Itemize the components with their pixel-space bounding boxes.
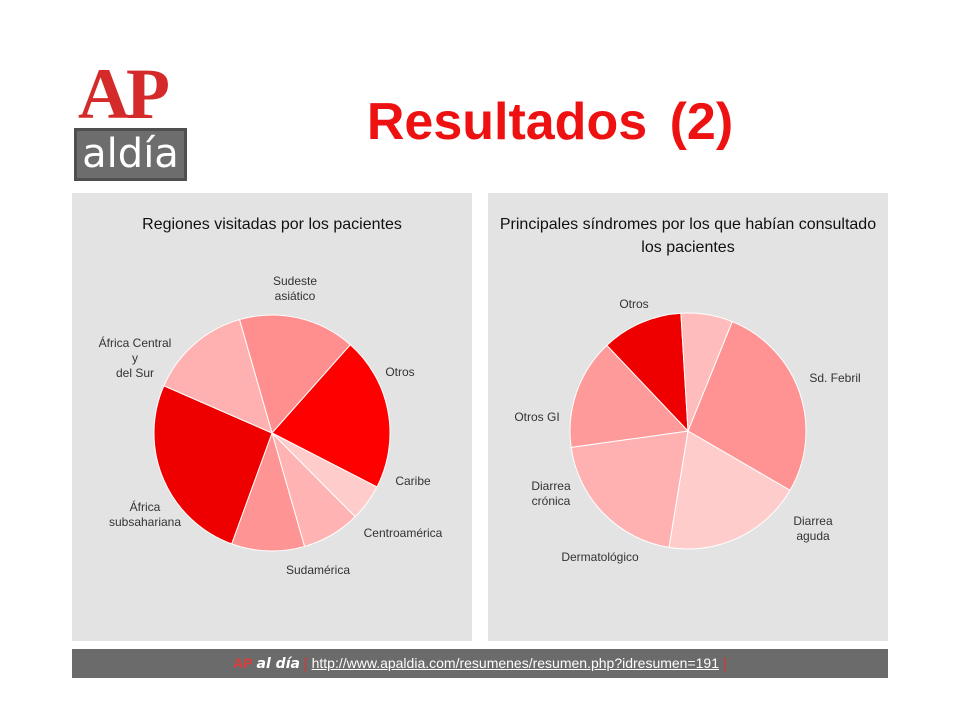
pie-label-diarrea-cronica: Diarrea crónica: [531, 479, 571, 508]
syndromes-pie-svg: [569, 312, 807, 550]
syndromes-chart-title-text: Principales síndromes por los que habían…: [499, 216, 877, 256]
footer-url-link[interactable]: http://www.apaldia.com/resumenes/resumen…: [311, 655, 720, 671]
page-title: Resultados (2): [366, 93, 734, 151]
pie-slice-africa-subsahariana: [153, 385, 273, 545]
footer-bracket-open: [: [303, 655, 308, 671]
pie-slice-sudamerica: [230, 431, 306, 552]
footer-bracket-close: ]: [722, 655, 727, 671]
pie-slice-sd-febril: [668, 430, 791, 550]
ap-al-dia-logo: AP aldía: [74, 58, 188, 182]
pie-label-africa-subsahariana: África subsahariana: [108, 500, 182, 529]
pie-slice-sudeste-asiatico: [238, 314, 352, 435]
regions-pie-svg: [153, 314, 391, 552]
pie-label-africa-central-sur: África Central y del Sur: [98, 336, 172, 380]
logo-ap-text: AP: [78, 54, 170, 134]
syndromes-chart-title: Principales síndromes por los que habían…: [488, 213, 888, 259]
regions-chart-panel: Regiones visitadas por los pacientes Sud…: [72, 193, 472, 641]
pie-label-caribe: Caribe: [395, 474, 431, 488]
pie-label-sd-febril: Sd. Febril: [809, 371, 861, 385]
logo-aldia-box: aldía: [74, 128, 187, 181]
pie-slice-africa-central-y-del-sur: [163, 318, 273, 434]
footer-bar: AP al día [ http://www.apaldia.com/resum…: [72, 649, 888, 678]
footer-brand-aldia: al día: [256, 656, 300, 672]
pie-slice-dermatologico: [569, 344, 690, 448]
pie-label-otros-gi: Otros GI: [514, 410, 560, 424]
pie-label-sudamerica: Sudamérica: [285, 563, 351, 577]
pie-slice-diarrea-aguda: [570, 430, 689, 549]
pie-label-otros-sindromes: Otros: [619, 297, 649, 311]
pie-label-otros: Otros: [385, 365, 415, 379]
regions-chart-title: Regiones visitadas por los pacientes: [142, 216, 402, 233]
pie-slice-otros: [271, 344, 391, 488]
pie-label-dermatologico: Dermatológico: [561, 550, 639, 564]
pie-label-sudeste-asiatico: Sudeste asiático: [272, 274, 318, 303]
pie-slice-otros-gi: [680, 312, 733, 432]
syndromes-chart-panel: Principales síndromes por los que habían…: [488, 193, 888, 641]
footer-brand-ap: AP: [233, 655, 253, 671]
pie-label-centroamerica: Centroamérica: [363, 526, 443, 540]
pie-label-diarrea-aguda: Diarrea aguda: [793, 514, 833, 543]
pie-slice-diarrea-cronica: [606, 312, 689, 433]
